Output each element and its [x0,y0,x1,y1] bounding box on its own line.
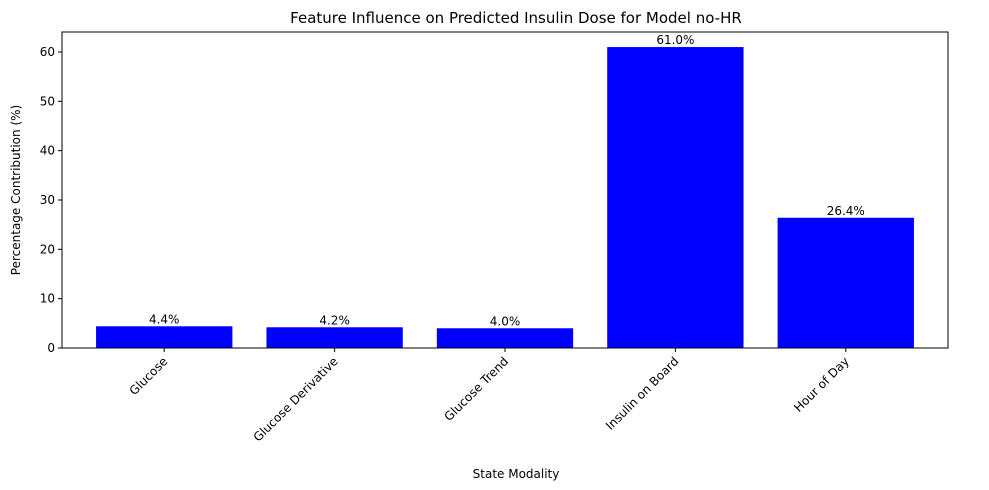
y-tick-label: 40 [40,144,55,158]
y-tick-label: 0 [47,341,55,355]
data-label: 4.4% [149,312,180,326]
bar [96,326,233,348]
data-label: 26.4% [827,204,865,218]
y-tick-label: 10 [40,292,55,306]
data-label: 4.2% [319,313,350,327]
x-axis-label: State Modality [473,467,560,481]
y-tick-label: 50 [40,94,55,108]
bar [266,327,403,348]
y-tick-label: 60 [40,45,55,59]
data-label: 61.0% [656,33,694,47]
y-tick-label: 20 [40,242,55,256]
plot-frame [61,31,949,349]
bar [777,217,914,348]
data-label: 4.0% [490,314,521,328]
x-tick-label: Glucose Trend [441,354,511,424]
plot-area: 0 10 20 30 40 50 60 4.4% Glucose 4.2% Glucose Deri… [40,33,914,444]
bar [436,328,574,348]
x-tick-label: Glucose [127,354,171,398]
x-tick-label: Glucose Derivative [251,354,341,444]
bar [607,47,744,349]
y-tick-label: 30 [40,193,55,207]
chart-title: Feature Influence on Predicted Insulin D… [290,9,742,27]
x-tick-label: Hour of Day [791,354,852,415]
y-axis-label: Percentage Contribution (%) [9,105,23,275]
x-tick-label: Insulin on Board [603,354,682,433]
